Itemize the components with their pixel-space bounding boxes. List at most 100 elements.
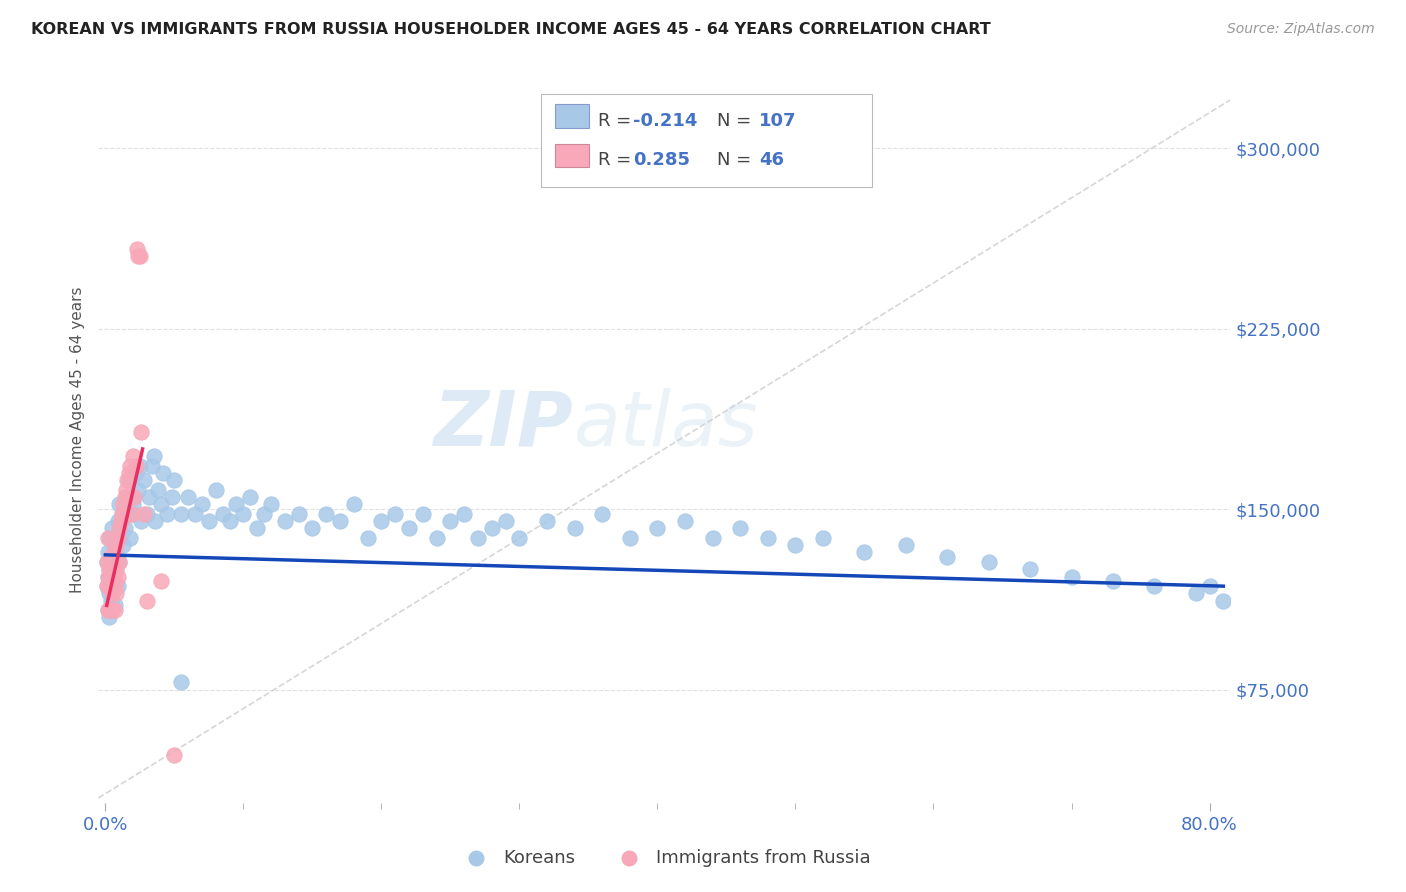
Point <box>97 531 120 545</box>
Point <box>114 490 136 504</box>
Point <box>301 521 323 535</box>
Point <box>98 562 121 576</box>
Point <box>101 562 124 576</box>
Point <box>107 579 129 593</box>
Point <box>104 555 127 569</box>
Point <box>128 249 150 263</box>
Point <box>177 490 200 504</box>
Point <box>96 555 118 569</box>
Point <box>253 507 276 521</box>
Point <box>97 603 120 617</box>
Point <box>246 521 269 535</box>
Point <box>619 531 641 545</box>
Point <box>98 531 121 545</box>
Point <box>104 603 127 617</box>
Point <box>163 473 186 487</box>
Point <box>149 497 172 511</box>
Point <box>125 466 148 480</box>
Point <box>728 521 751 535</box>
Point <box>384 507 406 521</box>
Point <box>110 526 132 541</box>
Point <box>412 507 434 521</box>
Point <box>673 514 696 528</box>
Text: -0.214: -0.214 <box>633 112 697 129</box>
Text: atlas: atlas <box>574 388 758 462</box>
Point <box>124 490 146 504</box>
Point <box>160 490 183 504</box>
Legend: Koreans, Immigrants from Russia: Koreans, Immigrants from Russia <box>450 841 879 874</box>
Point <box>142 449 165 463</box>
Point <box>120 458 142 473</box>
Point <box>114 521 136 535</box>
Point <box>170 507 193 521</box>
Point <box>108 555 131 569</box>
Point <box>211 507 233 521</box>
Point <box>439 514 461 528</box>
Point <box>591 507 613 521</box>
Point <box>101 603 124 617</box>
Point <box>117 473 139 487</box>
Point <box>225 497 247 511</box>
Point <box>132 473 155 487</box>
Point <box>103 579 125 593</box>
Point <box>785 538 807 552</box>
Point <box>239 490 262 504</box>
Point <box>115 490 138 504</box>
Point <box>426 531 449 545</box>
Point <box>97 569 120 583</box>
Point <box>107 569 129 583</box>
Point <box>111 507 134 521</box>
Point <box>453 507 475 521</box>
Point <box>170 675 193 690</box>
Point <box>977 555 1000 569</box>
Text: N =: N = <box>717 151 763 169</box>
Point <box>1060 569 1083 583</box>
Point <box>495 514 517 528</box>
Point <box>198 514 221 528</box>
Point <box>101 521 124 535</box>
Point <box>98 610 121 624</box>
Point <box>135 593 157 607</box>
Point <box>117 507 139 521</box>
Point <box>1198 579 1220 593</box>
Point <box>811 531 834 545</box>
Point <box>98 603 121 617</box>
Text: Source: ZipAtlas.com: Source: ZipAtlas.com <box>1227 22 1375 37</box>
Point <box>112 497 135 511</box>
Point <box>481 521 503 535</box>
Point <box>143 514 166 528</box>
Point <box>647 521 669 535</box>
Point <box>125 242 148 256</box>
Point <box>1102 574 1125 589</box>
Point <box>129 425 152 439</box>
Point <box>108 555 131 569</box>
Point <box>105 538 128 552</box>
Point <box>120 531 142 545</box>
Point <box>105 586 128 600</box>
Point <box>1143 579 1166 593</box>
Point <box>97 603 120 617</box>
Point <box>110 514 132 528</box>
Point <box>315 507 337 521</box>
Point <box>104 555 127 569</box>
Y-axis label: Householder Income Ages 45 - 64 years: Householder Income Ages 45 - 64 years <box>69 286 84 592</box>
Point <box>128 458 150 473</box>
Point <box>105 562 128 576</box>
Point <box>156 507 179 521</box>
Point <box>564 521 586 535</box>
Point <box>100 550 122 565</box>
Text: R =: R = <box>598 112 637 129</box>
Point <box>96 555 118 569</box>
Point <box>141 458 163 473</box>
Point <box>163 747 186 762</box>
Point <box>118 473 141 487</box>
Point <box>101 586 124 600</box>
Point <box>104 579 127 593</box>
Point <box>467 531 489 545</box>
Point <box>204 483 226 497</box>
Point <box>138 490 160 504</box>
Point <box>103 569 125 583</box>
Point <box>1019 562 1042 576</box>
Point <box>107 531 129 545</box>
Point <box>260 497 283 511</box>
